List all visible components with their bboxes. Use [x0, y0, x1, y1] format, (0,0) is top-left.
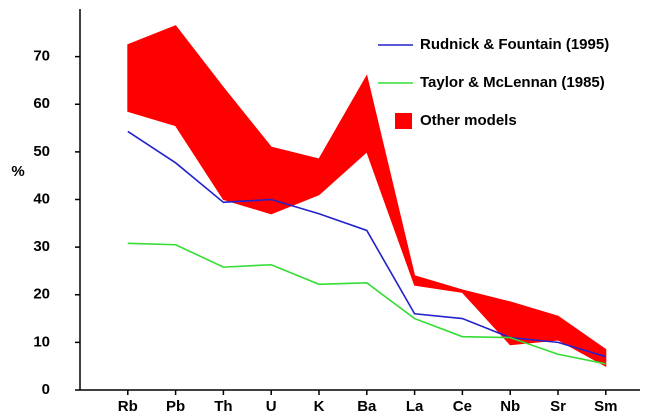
x-tick-label: Pb: [166, 398, 185, 413]
x-tick-label: Rb: [118, 398, 138, 413]
y-tick-label: 40: [33, 190, 50, 207]
x-tick-label: Ce: [453, 398, 472, 413]
x-tick-label: K: [314, 398, 325, 413]
y-tick-label: 10: [33, 333, 50, 350]
x-tick-label: Ba: [357, 398, 377, 413]
series-line: [127, 242, 606, 365]
x-tick-label: U: [266, 398, 277, 413]
legend-label: Other models: [420, 112, 517, 129]
y-axis-label: %: [11, 163, 24, 180]
x-tick-label: Nb: [500, 398, 520, 413]
y-tick-label: 30: [33, 238, 50, 255]
y-tick-label: 50: [33, 143, 50, 160]
legend-label: Rudnick & Fountain (1995): [420, 36, 609, 53]
series-line: [127, 130, 607, 358]
legend-label: Taylor & McLennan (1985): [420, 74, 605, 91]
legend-swatch: [395, 113, 412, 129]
y-tick-label: 70: [33, 48, 50, 65]
y-tick-label: 20: [33, 286, 50, 303]
band-area: [127, 25, 607, 368]
y-tick-label: 60: [33, 95, 50, 112]
y-tick-label: 0: [42, 381, 50, 398]
x-tick-label: Sm: [594, 398, 617, 413]
x-tick-label: La: [406, 398, 424, 413]
x-tick-label: Th: [214, 398, 232, 413]
x-tick-label: Sr: [550, 398, 566, 413]
